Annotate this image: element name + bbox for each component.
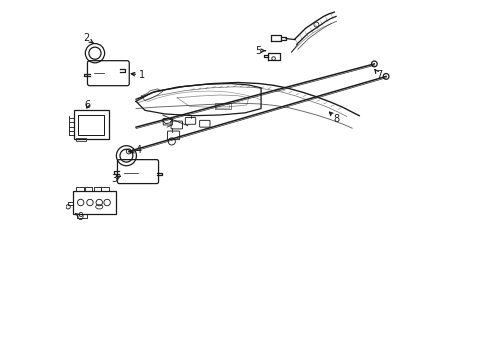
Text: 7: 7	[376, 69, 382, 80]
Bar	[78, 114, 103, 135]
Text: 2: 2	[83, 33, 90, 43]
Text: 9: 9	[77, 212, 84, 222]
Text: 1: 1	[139, 70, 145, 80]
Text: 4: 4	[136, 145, 142, 156]
Bar	[74, 110, 109, 139]
Text: 8: 8	[333, 114, 339, 124]
Text: 6: 6	[85, 100, 91, 110]
Bar	[76, 138, 86, 141]
Text: 5: 5	[255, 46, 262, 56]
Bar	[73, 191, 116, 214]
Text: 3: 3	[112, 174, 118, 184]
